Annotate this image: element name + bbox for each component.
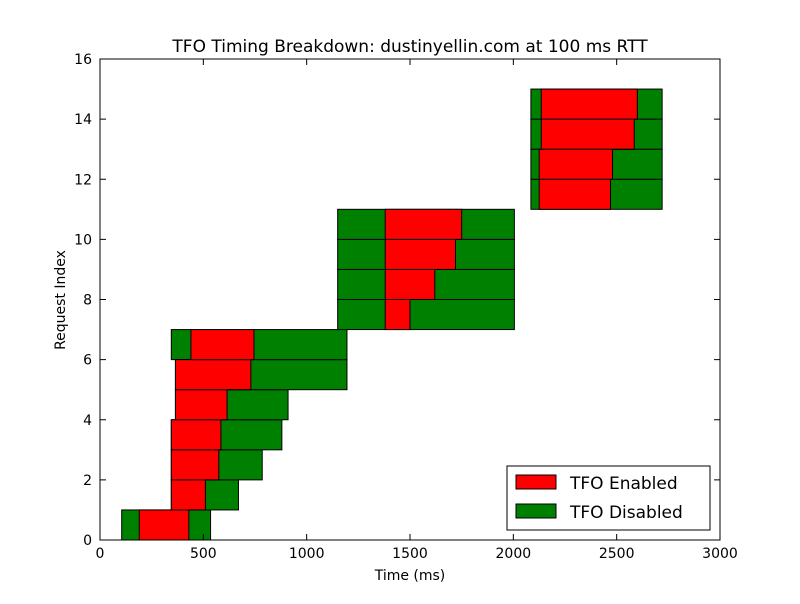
chart-title: TFO Timing Breakdown: dustinyellin.com a…: [171, 37, 648, 57]
x-tick-label: 2000: [496, 546, 532, 562]
x-tick-label: 1500: [392, 546, 428, 562]
y-tick-label: 6: [83, 353, 92, 369]
bar-tfo-enabled-1: [170, 479, 206, 511]
x-tick-label: 1000: [289, 546, 325, 562]
x-tick-label: 3000: [702, 546, 738, 562]
y-tick-label: 14: [74, 112, 92, 128]
bar-tfo-enabled-7: [384, 299, 411, 331]
bar-tfo-enabled-4: [174, 389, 228, 421]
bar-tfo-enabled-12: [538, 148, 614, 180]
bar-tfo-enabled-8: [384, 268, 436, 300]
bar-tfo-enabled-10: [384, 208, 463, 240]
axis-ticks: 0 500 1000 1500 2000 2500 3000 0 2 4 6 8 10 12 14 16: [74, 52, 738, 562]
legend-label-tfo-enabled: TFO Enabled: [569, 474, 678, 494]
legend-label-tfo-disabled: TFO Disabled: [569, 503, 683, 523]
y-tick-label: 0: [83, 533, 92, 549]
bar-tfo-enabled-14: [540, 88, 638, 120]
x-tick-label: 2500: [599, 546, 635, 562]
legend-swatch-tfo-disabled: [515, 503, 557, 519]
bar-tfo-enabled-6: [190, 329, 255, 361]
legend: TFO Enabled TFO Disabled: [506, 465, 711, 531]
bar-tfo-enabled-2: [170, 449, 220, 481]
bar-tfo-enabled-0: [138, 509, 190, 541]
x-axis-label: Time (ms): [374, 568, 446, 584]
y-tick-label: 2: [83, 473, 92, 489]
y-tick-label: 4: [83, 413, 92, 429]
bar-tfo-disabled-7: [337, 299, 515, 331]
bar-tfo-enabled-11: [538, 178, 611, 210]
bar-tfo-enabled-5: [174, 359, 252, 391]
y-tick-label: 10: [74, 232, 92, 248]
bar-tfo-enabled-13: [540, 118, 635, 150]
x-tick-label: 0: [96, 546, 105, 562]
legend-swatch-tfo-enabled: [515, 474, 557, 490]
y-tick-label: 8: [83, 293, 92, 309]
tfo-enabled-bars: [138, 88, 638, 541]
bar-tfo-enabled-3: [170, 419, 222, 451]
x-tick-label: 500: [190, 546, 217, 562]
bar-tfo-enabled-9: [384, 238, 456, 270]
y-tick-label: 16: [74, 52, 92, 68]
y-tick-label: 12: [74, 172, 92, 188]
y-axis-label: Request Index: [53, 250, 69, 350]
